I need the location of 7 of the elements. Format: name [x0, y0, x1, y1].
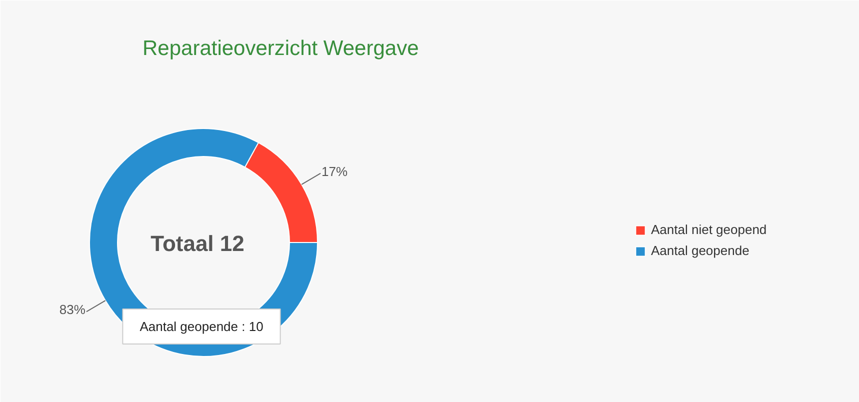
chart-title: Reparatieoverzicht Weergave [142, 37, 419, 60]
data-label: 83% [59, 302, 86, 318]
text: Aantal geopende : 10 [140, 319, 264, 334]
data-label: 17% [322, 164, 348, 179]
text: Totaal 12 [150, 231, 244, 256]
legend-label: Aantal geopende [651, 243, 750, 258]
legend-label: Aantal niet geopend [651, 222, 767, 237]
